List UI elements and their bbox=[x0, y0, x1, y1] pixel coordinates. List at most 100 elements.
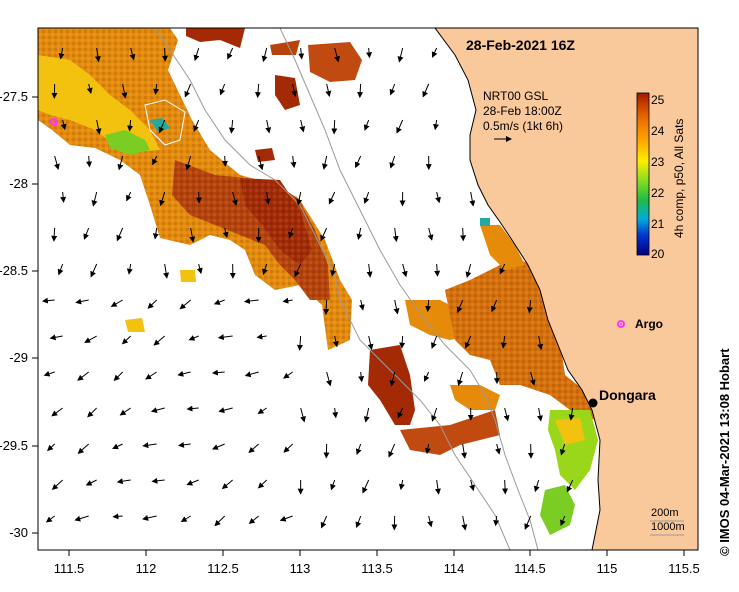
y-axis: -27.5 -28 -28.5 -29 -29.5 -30 bbox=[0, 89, 38, 540]
current-arrow bbox=[493, 515, 500, 527]
current-arrow bbox=[465, 263, 472, 278]
current-arrow bbox=[456, 299, 464, 314]
current-arrow bbox=[257, 407, 267, 415]
current-arrow bbox=[524, 515, 532, 530]
current-arrow bbox=[227, 47, 234, 60]
colorbar-tick: 24 bbox=[651, 124, 665, 138]
current-arrow bbox=[151, 477, 165, 484]
argo-label: Argo bbox=[635, 317, 663, 331]
current-arrow bbox=[86, 83, 93, 94]
colorbar-ticks: 25 24 23 22 21 20 bbox=[651, 93, 665, 261]
isobath-legend-label: 200m bbox=[651, 507, 679, 519]
current-arrow bbox=[159, 191, 166, 207]
current-arrow bbox=[362, 479, 370, 494]
current-arrow bbox=[389, 83, 396, 96]
current-arrow bbox=[358, 299, 365, 311]
plot-frame bbox=[37, 27, 699, 551]
current-arrow bbox=[121, 335, 132, 345]
x-tick-label: 112 bbox=[136, 561, 157, 576]
current-arrow bbox=[60, 119, 67, 131]
town-marker bbox=[588, 398, 598, 408]
current-arrow bbox=[265, 119, 272, 134]
credit-text: © IMOS 04-Mar-2021 13:08 Hobart bbox=[717, 348, 732, 556]
current-arrow bbox=[219, 83, 226, 96]
sst-patches bbox=[38, 28, 598, 535]
current-arrow bbox=[77, 443, 90, 454]
current-arrow bbox=[258, 155, 264, 171]
colorbar bbox=[636, 92, 650, 256]
x-tick-label: 114.5 bbox=[514, 561, 546, 576]
current-arrow bbox=[435, 191, 441, 204]
current-arrow bbox=[129, 47, 136, 61]
current-arrow bbox=[355, 515, 362, 529]
current-arrow bbox=[112, 513, 123, 520]
current-arrow bbox=[332, 407, 339, 419]
current-arrow bbox=[51, 479, 64, 490]
current-arrow bbox=[147, 299, 158, 309]
current-arrow bbox=[460, 227, 467, 242]
current-arrow bbox=[469, 191, 476, 207]
current-vectors bbox=[41, 47, 575, 531]
current-arrow bbox=[320, 515, 328, 529]
current-arrow bbox=[221, 479, 233, 490]
current-arrow bbox=[85, 479, 97, 486]
current-arrow bbox=[221, 155, 228, 167]
current-arrow bbox=[559, 443, 566, 456]
current-arrow bbox=[294, 263, 302, 278]
current-arrow bbox=[388, 443, 396, 458]
current-arrow bbox=[83, 227, 90, 240]
current-arrow bbox=[257, 479, 268, 489]
current-arrow bbox=[393, 299, 400, 315]
current-arrow bbox=[186, 405, 199, 412]
current-arrow bbox=[566, 479, 574, 493]
current-arrow bbox=[127, 119, 134, 132]
y-tick-label: -30 bbox=[9, 525, 28, 540]
current-arrow bbox=[495, 443, 501, 455]
current-arrow bbox=[431, 407, 438, 422]
current-arrow bbox=[331, 119, 338, 135]
current-arrow bbox=[186, 479, 199, 486]
product-line: 28-Feb 18:00Z bbox=[483, 104, 562, 118]
current-arrow bbox=[330, 479, 336, 491]
current-arrow bbox=[228, 119, 235, 134]
current-arrow bbox=[211, 443, 225, 450]
current-arrow bbox=[126, 263, 133, 275]
current-arrow bbox=[399, 335, 406, 349]
x-tick-label: 111.5 bbox=[54, 561, 85, 576]
isobath-1000m bbox=[154, 28, 511, 550]
current-arrow bbox=[354, 155, 362, 169]
current-arrow bbox=[262, 263, 268, 276]
current-arrow bbox=[193, 119, 200, 132]
current-arrow bbox=[363, 407, 370, 423]
x-axis: 111.5 112 112.5 113 113.5 114 114.5 115 … bbox=[54, 550, 700, 576]
current-arrow bbox=[298, 47, 305, 60]
current-arrow bbox=[77, 371, 89, 381]
argo-marker bbox=[50, 118, 58, 126]
y-tick-label: -28.5 bbox=[0, 263, 28, 278]
current-arrow bbox=[51, 407, 63, 417]
current-arrow bbox=[95, 119, 102, 135]
current-arrow bbox=[94, 47, 101, 63]
current-arrow bbox=[469, 479, 476, 492]
colorbar-tick: 22 bbox=[651, 186, 665, 200]
current-arrow bbox=[398, 479, 405, 491]
current-arrow bbox=[422, 83, 430, 98]
current-arrow bbox=[526, 299, 533, 314]
current-arrow bbox=[47, 443, 56, 452]
current-arrow bbox=[117, 155, 124, 171]
land-area bbox=[435, 28, 698, 550]
current-arrow bbox=[264, 191, 271, 205]
current-arrow bbox=[57, 263, 64, 276]
current-arrow bbox=[49, 334, 63, 341]
current-arrow bbox=[358, 371, 365, 383]
current-arrow bbox=[248, 515, 259, 525]
current-arrow bbox=[283, 443, 294, 453]
current-arrow bbox=[502, 479, 509, 495]
current-arrow bbox=[491, 299, 498, 313]
current-arrow bbox=[243, 298, 259, 305]
current-arrow bbox=[45, 515, 55, 523]
current-arrow bbox=[328, 191, 336, 205]
current-arrow bbox=[367, 335, 374, 351]
x-tick-label: 115.5 bbox=[668, 561, 700, 576]
